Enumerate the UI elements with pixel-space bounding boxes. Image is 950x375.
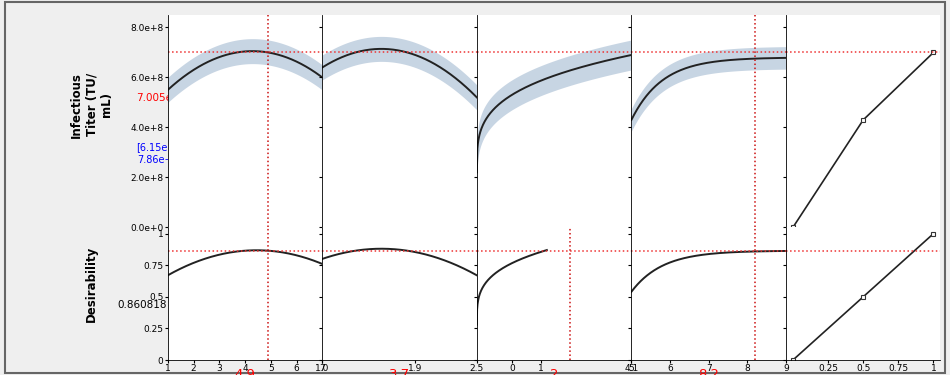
Text: 4.9: 4.9 <box>235 368 256 375</box>
Text: [6.15e+8,
7.86e+8]: [6.15e+8, 7.86e+8] <box>136 142 184 164</box>
Text: 7.005e+8: 7.005e+8 <box>136 93 187 103</box>
Text: 3.7: 3.7 <box>390 368 410 375</box>
Text: 2: 2 <box>550 368 559 375</box>
Text: Desirability: Desirability <box>86 246 98 322</box>
Text: 8.2: 8.2 <box>698 368 719 375</box>
Text: 0.860818: 0.860818 <box>117 300 166 310</box>
Text: Infectious
Titer (TU/
mL): Infectious Titer (TU/ mL) <box>70 72 113 138</box>
